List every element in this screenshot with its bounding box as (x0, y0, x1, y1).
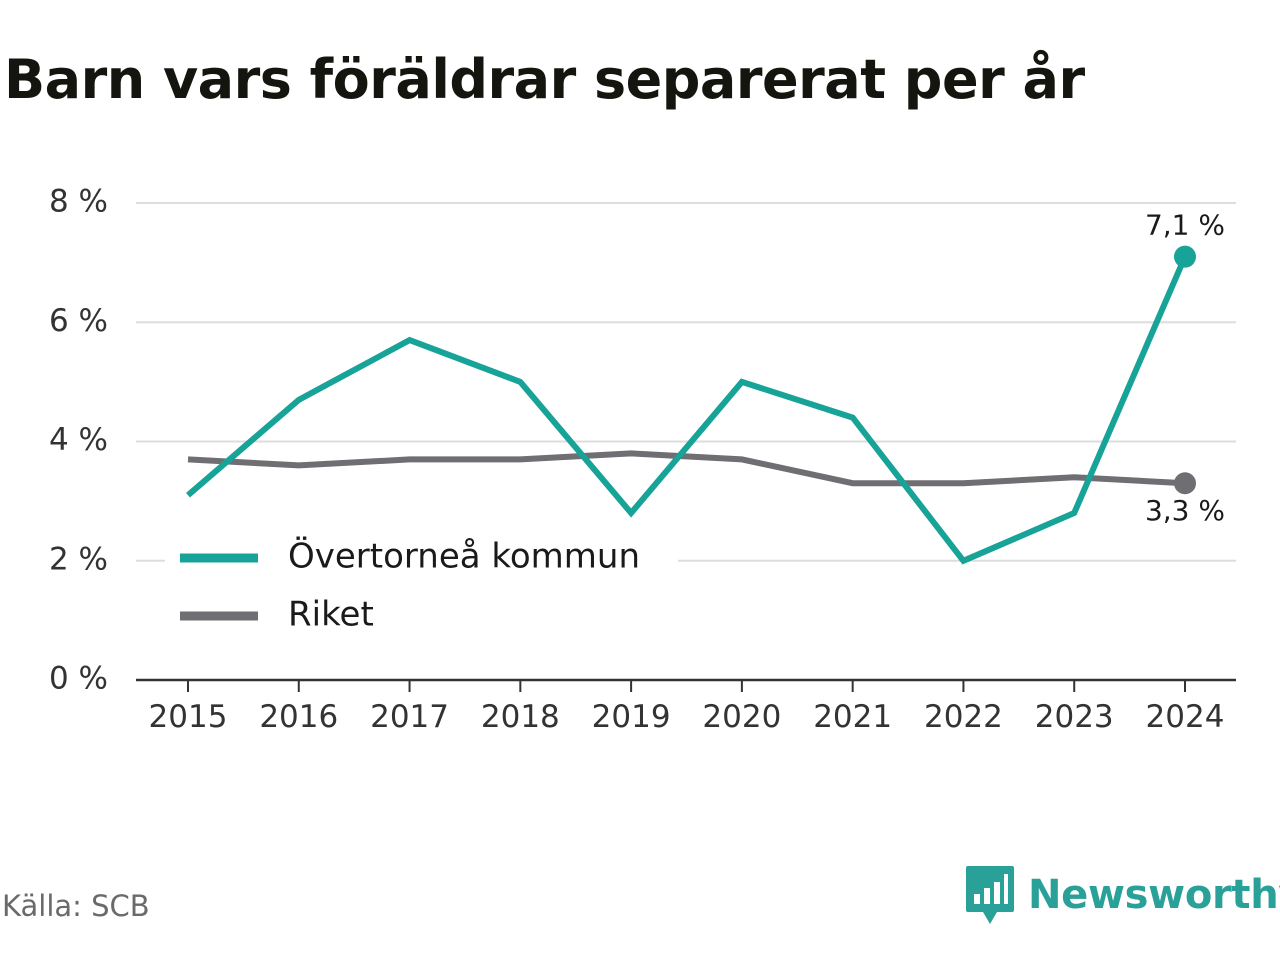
legend-background (165, 530, 678, 648)
y-tick-label: 0 % (49, 661, 108, 697)
x-tick-label: 2022 (924, 699, 1003, 735)
x-tick-label: 2018 (481, 699, 560, 735)
x-tick-label: 2016 (259, 699, 338, 735)
series-line (186, 255, 1188, 565)
x-tick-label: 2017 (370, 699, 449, 735)
newsworthy-logo-icon (966, 866, 1014, 924)
y-tick-label: 4 % (49, 422, 108, 458)
line-chart: 0 % 2 % 4 % 6 % 8 % 2015 2016 2017 2018 2019 2020… (49, 184, 1236, 735)
legend-label: Riket (288, 595, 374, 635)
x-axis: 2015 2016 2017 2018 2019 2020 2021 2022 2023 2024 (136, 678, 1236, 735)
legend: Övertorneå kommun Riket (165, 530, 678, 648)
end-value-label: 3,3 % (1145, 494, 1225, 527)
brand-name: Newsworthy (1028, 872, 1280, 918)
x-tick-label: 2023 (1035, 699, 1114, 735)
series (186, 245, 1196, 565)
y-tick-label: 2 % (49, 541, 108, 577)
x-tick-label: 2015 (149, 699, 228, 735)
y-tick-label: 6 % (49, 303, 108, 339)
x-tick-label: 2020 (702, 699, 781, 735)
gridlines (136, 202, 1236, 562)
chart-title: Barn vars föräldrar separerat per år (4, 48, 1085, 111)
series-end-point (1174, 472, 1196, 495)
source-note: Källa: SCB (2, 889, 150, 923)
x-tick-label: 2021 (813, 699, 892, 735)
series-line (187, 450, 1186, 487)
end-value-label: 7,1 % (1145, 209, 1225, 242)
series-end-point (1174, 245, 1196, 268)
legend-label: Övertorneå kommun (288, 536, 640, 577)
x-tick-label: 2024 (1146, 699, 1225, 735)
y-axis-ticks: 0 % 2 % 4 % 6 % 8 % (49, 184, 108, 697)
end-labels: 7,1 % 3,3 % (1145, 209, 1225, 528)
y-tick-label: 8 % (49, 184, 108, 220)
brand: Newsworthy (964, 864, 1280, 926)
x-tick-label: 2019 (592, 699, 671, 735)
